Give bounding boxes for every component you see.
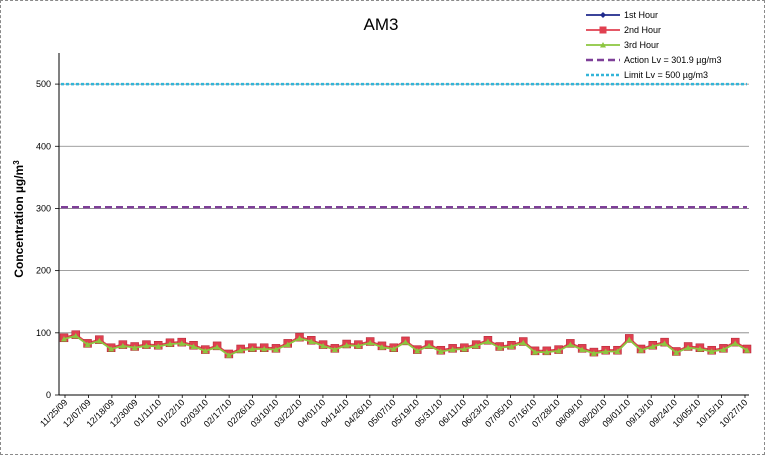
data-point — [696, 345, 703, 352]
data-point — [296, 335, 303, 341]
legend-entry: 2nd Hour — [586, 25, 661, 35]
legend-entry: 3rd Hour — [586, 40, 659, 50]
data-point — [308, 338, 315, 345]
data-point — [272, 346, 279, 353]
data-point — [284, 341, 291, 348]
legend-marker — [600, 12, 606, 18]
legend-label: 3rd Hour — [624, 40, 659, 50]
data-point — [426, 342, 433, 349]
legend-entry: 1st Hour — [586, 10, 658, 20]
data-point — [602, 348, 609, 354]
legend-label: Limit Lv = 500 µg/m3 — [624, 70, 708, 80]
data-point — [214, 344, 221, 350]
data-point — [72, 332, 79, 339]
data-point — [496, 344, 503, 351]
data-point — [331, 346, 338, 353]
data-point — [131, 344, 138, 351]
plot-area — [59, 82, 752, 359]
data-point — [649, 343, 656, 349]
data-point — [708, 348, 715, 354]
data-point — [614, 348, 621, 354]
data-point — [555, 347, 562, 354]
data-point — [96, 337, 103, 344]
data-point — [261, 345, 268, 352]
data-point — [190, 343, 197, 349]
legend-label: 1st Hour — [624, 10, 658, 20]
legend: 1st Hour 2nd Hour 3rd Hour Action Lv = 301.… — [586, 10, 722, 80]
axes — [55, 53, 749, 398]
y-axis-label-main: Concentration µg/m — [12, 165, 26, 278]
data-point — [378, 344, 385, 350]
data-point — [414, 347, 421, 354]
y-axis-label: Concentration µg/m3 — [12, 160, 26, 278]
data-point — [390, 345, 397, 352]
data-point — [119, 342, 126, 349]
data-point — [367, 339, 374, 346]
x-axis-ticks: 11/25/0912/07/0912/18/0912/30/0901/11/10… — [38, 397, 749, 429]
data-point — [732, 340, 739, 346]
y-tick-label: 400 — [36, 141, 51, 151]
data-point — [461, 345, 468, 352]
legend-label: Action Lv = 301.9 µg/m3 — [624, 55, 722, 65]
data-point — [567, 341, 574, 348]
legend-marker — [599, 26, 607, 34]
y-axis-ticks: 0 100 200 300 400 500 — [36, 79, 51, 400]
data-point — [178, 340, 185, 346]
data-point — [343, 342, 350, 348]
data-point — [520, 339, 527, 346]
chart-title: AM3 — [364, 15, 399, 34]
y-tick-label: 0 — [46, 390, 51, 400]
data-point — [661, 340, 668, 346]
data-point — [249, 345, 256, 352]
legend-entry: Limit Lv = 500 µg/m3 — [586, 70, 708, 80]
data-point — [744, 347, 750, 353]
legend-marker — [600, 42, 606, 48]
data-point — [579, 346, 586, 353]
data-point — [143, 342, 150, 349]
data-point — [720, 346, 727, 353]
data-point — [543, 349, 550, 355]
data-point — [532, 349, 539, 355]
legend-entry: Action Lv = 301.9 µg/m3 — [586, 55, 722, 65]
y-tick-label: 300 — [36, 203, 51, 213]
data-point — [473, 342, 480, 349]
data-point — [449, 346, 456, 353]
data-point — [225, 352, 232, 358]
data-point — [402, 339, 409, 345]
data-point — [484, 338, 491, 345]
y-tick-label: 200 — [36, 266, 51, 276]
data-point — [590, 350, 597, 356]
data-point — [320, 342, 327, 349]
data-point — [237, 347, 244, 353]
data-point — [61, 336, 67, 342]
data-point — [355, 342, 362, 349]
data-point — [626, 336, 633, 343]
data-point — [638, 347, 645, 353]
y-axis-label-superscript: 3 — [12, 160, 21, 165]
data-point — [685, 344, 692, 351]
data-point — [437, 348, 444, 354]
data-point — [673, 349, 680, 356]
y-tick-label: 500 — [36, 79, 51, 89]
data-point — [108, 345, 115, 352]
data-point — [202, 347, 209, 354]
data-point — [166, 341, 173, 347]
legend-label: 2nd Hour — [624, 25, 661, 35]
series-3 — [61, 332, 750, 358]
data-point — [508, 343, 515, 349]
data-point — [155, 343, 162, 349]
data-point — [84, 341, 91, 348]
y-tick-label: 100 — [36, 328, 51, 338]
